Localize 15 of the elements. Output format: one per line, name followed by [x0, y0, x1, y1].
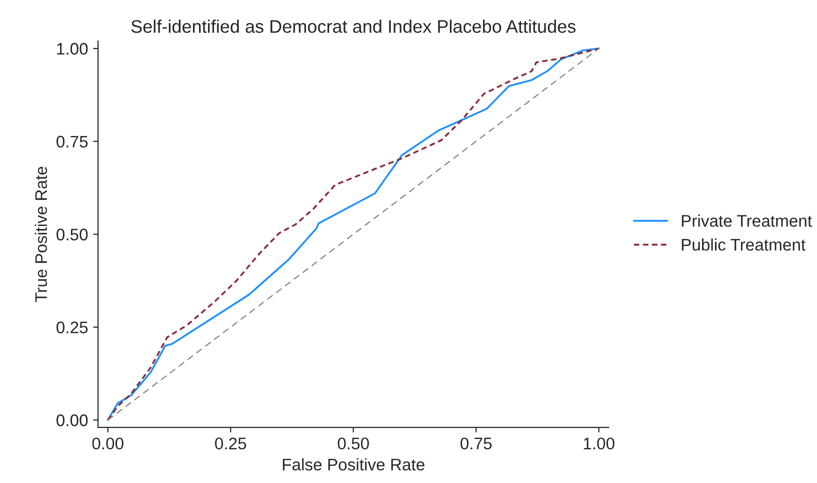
legend-label: Public Treatment	[682, 238, 806, 251]
y-axis-title: True Positive Rate	[34, 166, 48, 302]
x-tick-label: 0.75	[460, 438, 492, 450]
y-tick-label: 0.25	[56, 322, 88, 334]
x-tick-label: 1.00	[584, 438, 614, 450]
y-tick-label: 0.75	[56, 136, 88, 148]
y-tick-label: 1.00	[57, 42, 88, 55]
x-tick-label: 0.00	[92, 438, 124, 450]
x-tick-label: 0.25	[215, 438, 246, 450]
legend-label: Private Treatment	[682, 214, 812, 227]
x-tick-label: 0.50	[338, 438, 369, 450]
y-tick-label: 0.50	[56, 228, 88, 240]
y-tick-label: 0.00	[56, 414, 88, 426]
chart-title: Self-identified as Democrat and Index Placebo Attitudes	[131, 20, 576, 33]
x-axis-title: False Positive Rate	[282, 458, 424, 471]
